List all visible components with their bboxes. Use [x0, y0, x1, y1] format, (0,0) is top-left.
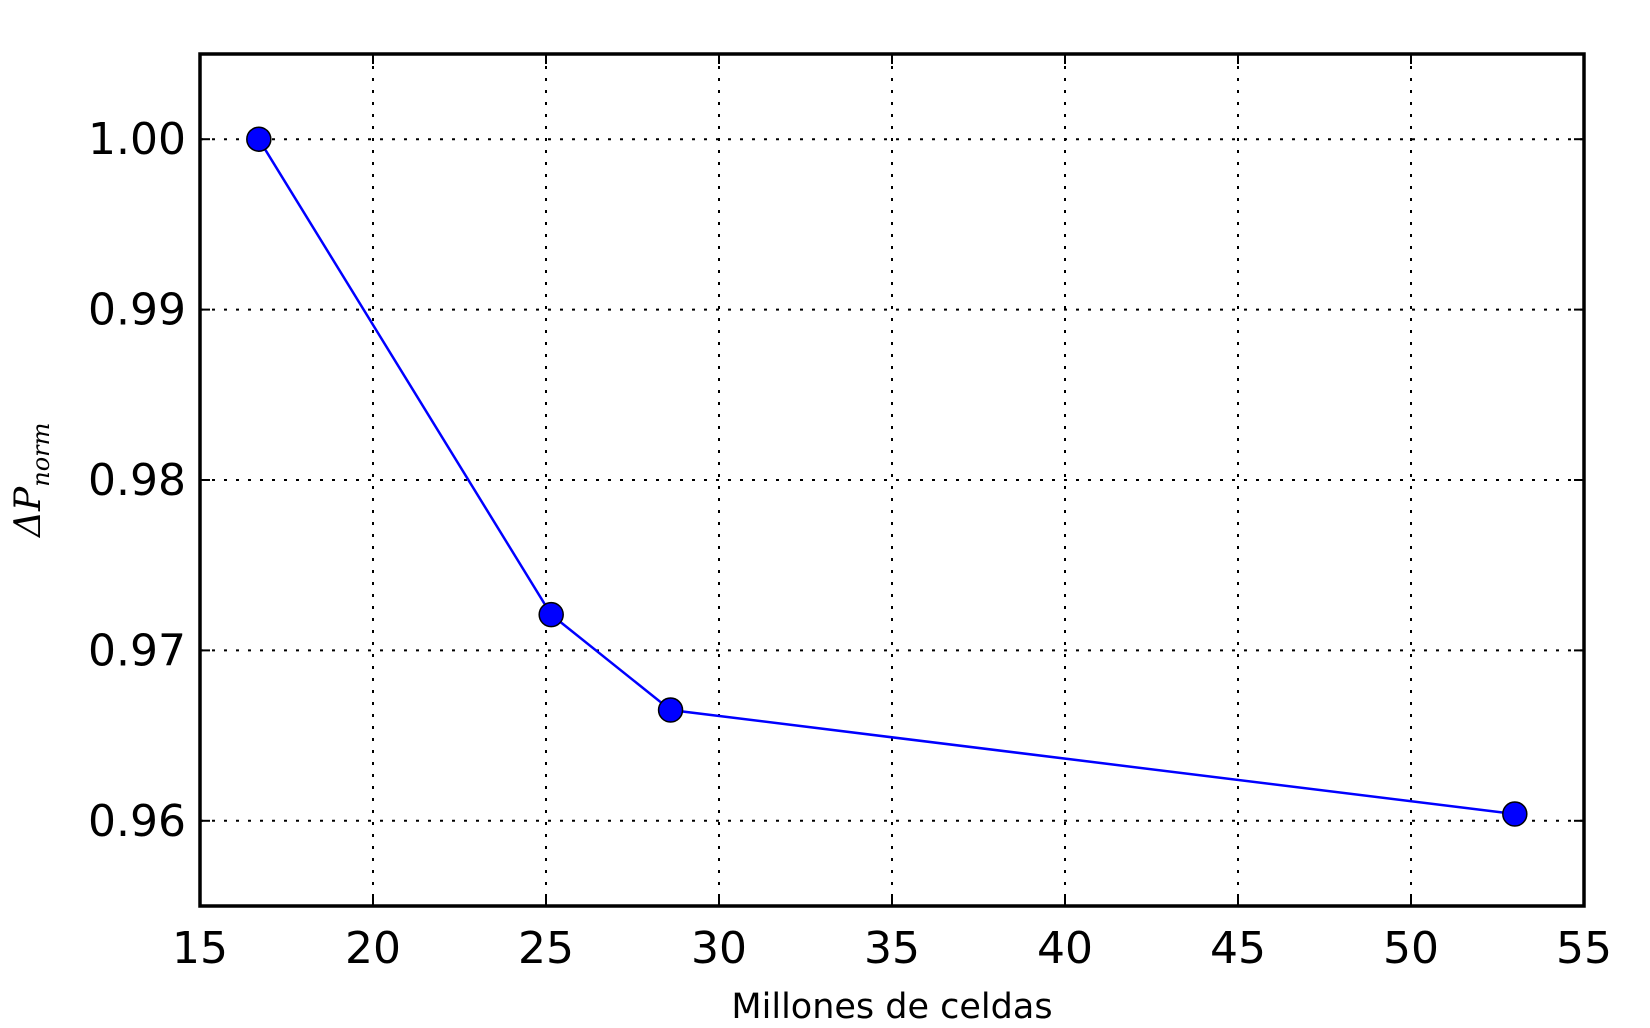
- y-tick-label: 1.00: [88, 114, 186, 165]
- y-axis-label-subscript: norm: [27, 423, 55, 487]
- data-point: [246, 126, 272, 152]
- data-point: [1502, 801, 1528, 827]
- grid-lines: [200, 54, 1584, 906]
- x-tick-label: 45: [1210, 923, 1266, 974]
- x-tick-label: 25: [518, 923, 574, 974]
- x-tick-label: 20: [345, 923, 401, 974]
- data-point: [657, 697, 684, 723]
- y-tick-label: 0.98: [88, 455, 186, 506]
- x-tick-label: 35: [864, 923, 920, 974]
- tick-labels: 15 20 25 30 35 40 45 50 55 0.96 0.97 0.98 0.99 1.00: [88, 114, 1612, 974]
- x-tick-label: 50: [1383, 923, 1439, 974]
- y-axis-label-delta: ΔP: [8, 486, 49, 539]
- x-tick-label: 40: [1037, 923, 1093, 974]
- y-axis-label: ΔPnorm: [8, 423, 55, 539]
- x-axis-label: Millones de celdas: [731, 987, 1052, 1027]
- y-tick-label: 0.96: [88, 796, 186, 847]
- x-tick-label: 55: [1556, 923, 1612, 974]
- plot-frame: [198, 52, 1586, 908]
- y-tick-label: 0.99: [88, 285, 186, 336]
- x-tick-label: 15: [172, 923, 228, 974]
- x-tick-label: 30: [691, 923, 747, 974]
- data-series: [246, 126, 1528, 827]
- y-tick-label: 0.97: [88, 625, 186, 676]
- data-point: [538, 601, 564, 628]
- series-line: [257, 138, 1515, 816]
- y-axis-label-main: ΔPnorm: [8, 423, 55, 539]
